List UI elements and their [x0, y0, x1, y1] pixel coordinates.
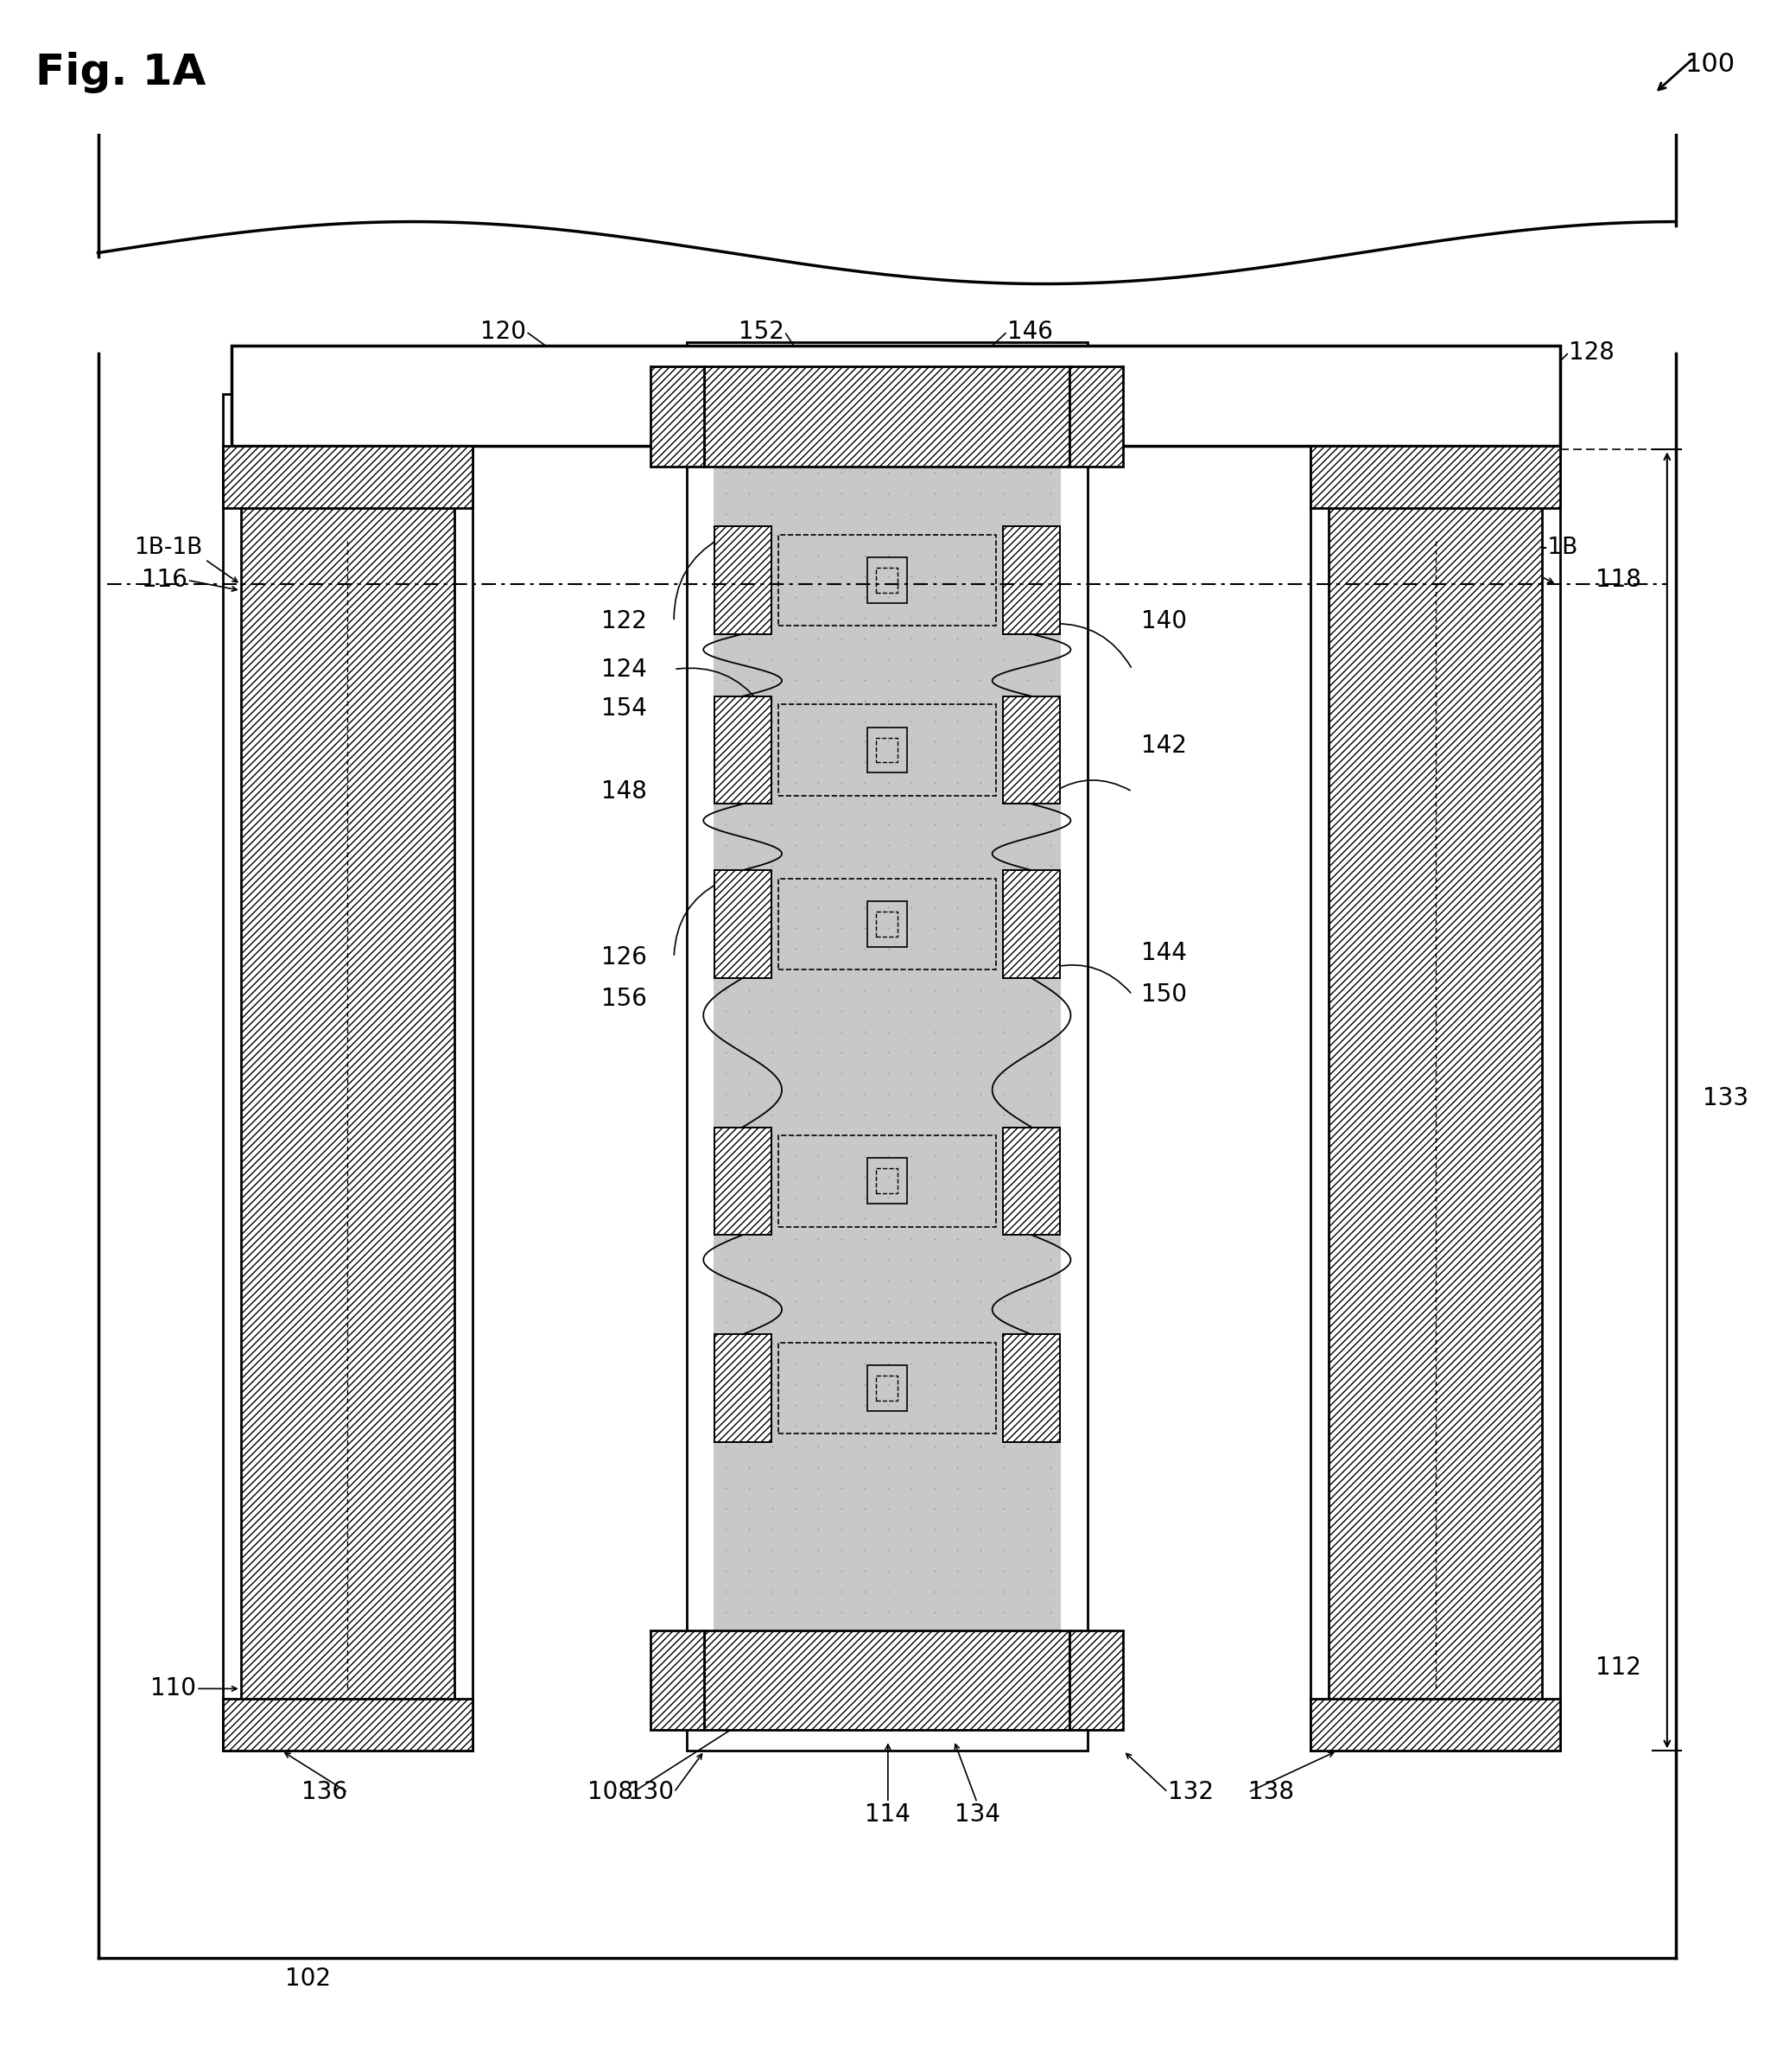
Text: 1B-1B: 1B-1B	[134, 537, 201, 559]
Text: 144: 144	[1141, 941, 1187, 966]
Bar	[713, 1127, 772, 1235]
Text: 132: 132	[1168, 1780, 1214, 1805]
Bar	[713, 696, 772, 804]
Bar	[1002, 1334, 1059, 1442]
Bar	[867, 557, 906, 603]
Text: 118: 118	[1596, 568, 1642, 593]
Bar	[704, 1631, 1070, 1730]
Text: 133: 133	[1703, 1086, 1749, 1111]
Text: 112: 112	[1596, 1656, 1642, 1680]
Bar	[777, 704, 997, 796]
Text: 110: 110	[150, 1676, 196, 1701]
Polygon shape	[98, 93, 1676, 284]
Bar	[877, 912, 897, 937]
Bar	[223, 394, 472, 1751]
Text: 1B-1B: 1B-1B	[1510, 537, 1578, 559]
Bar	[223, 1699, 472, 1751]
Text: 138: 138	[1248, 1780, 1294, 1805]
Bar	[867, 1365, 906, 1411]
Text: Fig. 1A: Fig. 1A	[36, 52, 207, 93]
Text: 152: 152	[738, 319, 785, 344]
Bar	[867, 1158, 906, 1204]
Bar	[867, 727, 906, 773]
Bar	[1311, 445, 1560, 508]
Text: 130: 130	[628, 1780, 674, 1805]
Text: 142: 142	[1141, 733, 1187, 758]
Bar	[651, 1631, 704, 1730]
Text: 146: 146	[1007, 319, 1054, 344]
Text: 134: 134	[954, 1803, 1000, 1828]
Bar	[704, 367, 1070, 466]
Bar	[1002, 870, 1059, 978]
Text: 126: 126	[601, 945, 647, 970]
Text: 124: 124	[601, 657, 647, 682]
Bar	[777, 535, 997, 626]
Text: 154: 154	[601, 696, 647, 721]
Text: 148: 148	[601, 779, 647, 804]
Text: 100: 100	[1685, 52, 1735, 77]
Text: 156: 156	[601, 986, 647, 1011]
Bar	[713, 870, 772, 978]
Bar	[877, 738, 897, 762]
Bar	[777, 1343, 997, 1434]
Text: 108: 108	[587, 1780, 633, 1805]
Bar	[713, 363, 1061, 1730]
Text: 114: 114	[865, 1803, 911, 1828]
Bar	[1328, 497, 1542, 1730]
Bar	[713, 1334, 772, 1442]
Text: 102: 102	[285, 1966, 332, 1991]
Text: 140: 140	[1141, 609, 1187, 634]
Text: 116: 116	[141, 568, 187, 593]
Text: 120: 120	[480, 319, 526, 344]
Text: 122: 122	[601, 609, 647, 634]
Bar	[1070, 1631, 1123, 1730]
Bar	[713, 526, 772, 634]
Bar	[1002, 696, 1059, 804]
Bar	[877, 568, 897, 593]
Bar	[651, 367, 704, 466]
Bar	[1070, 367, 1123, 466]
Bar	[232, 346, 1560, 445]
Bar	[777, 879, 997, 970]
Bar	[1002, 526, 1059, 634]
Bar	[241, 497, 455, 1730]
Bar	[877, 1169, 897, 1193]
Bar	[1311, 394, 1560, 1751]
Bar	[777, 1135, 997, 1227]
Text: 128: 128	[1569, 340, 1615, 365]
Bar	[867, 901, 906, 947]
Bar	[1311, 1699, 1560, 1751]
Bar	[223, 445, 472, 508]
Bar	[1002, 1127, 1059, 1235]
Text: 136: 136	[301, 1780, 348, 1805]
Bar	[877, 1376, 897, 1401]
Bar	[686, 342, 1088, 1751]
Text: 150: 150	[1141, 982, 1187, 1007]
